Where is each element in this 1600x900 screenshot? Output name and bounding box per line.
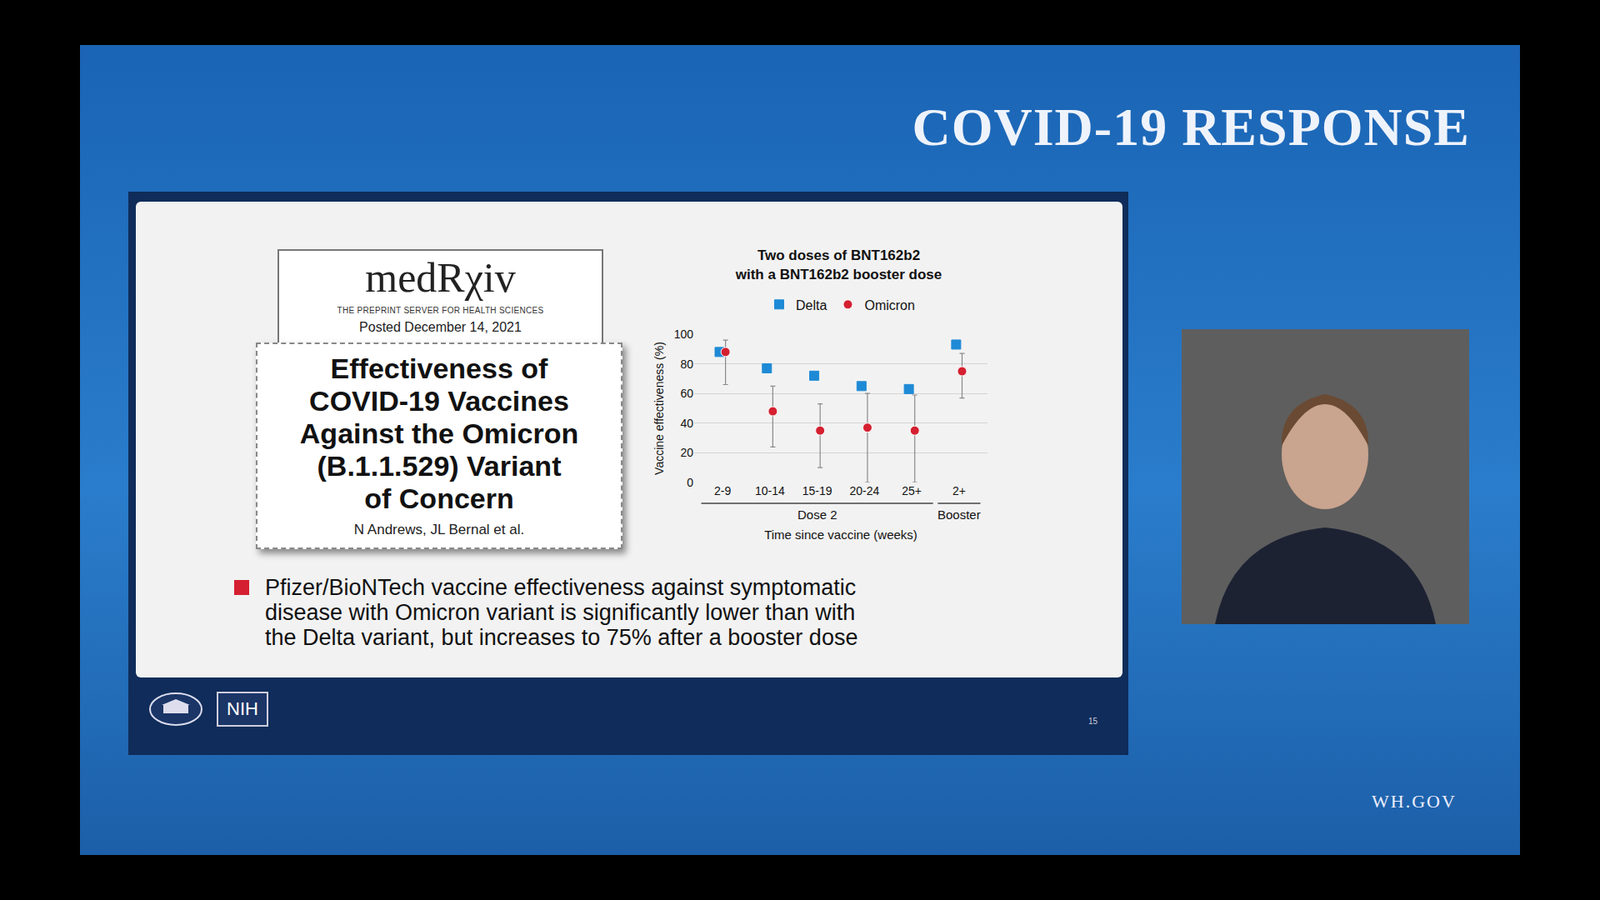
html-text:medRχiv: medRχiv (365, 254, 516, 301)
html-text:COVID-19 Vaccines: COVID-19 Vaccines (309, 385, 570, 417)
html-text:Effectiveness of: Effectiveness of (330, 352, 548, 385)
html-text:15: 15 (1088, 716, 1098, 726)
svg-text:Time since vaccine (weeks): Time since vaccine (weeks) (764, 527, 918, 542)
svg-text:Two doses of BNT162b2with a BN: Two doses of BNT162b2with a BNT162b2 boo… (735, 247, 943, 282)
svg-text:2-9: 2-9 (714, 484, 731, 498)
svg-text:Vaccine effectiveness (%): Vaccine effectiveness (%) (652, 341, 666, 475)
svg-text:20: 20 (680, 445, 694, 460)
svg-text:100: 100 (674, 327, 695, 341)
svg-text:40: 40 (680, 416, 694, 430)
svg-text:80: 80 (680, 357, 694, 371)
svg-text:Dose 2: Dose 2 (797, 507, 838, 522)
html-text:NIH: NIH (226, 698, 259, 720)
svg-text:15-19: 15-19 (802, 484, 833, 498)
html-text:COVID-19 RESPONSE: COVID-19 RESPONSE (912, 97, 1470, 157)
svg-text:0: 0 (686, 475, 694, 490)
html-text:the Delta variant, but increas: the Delta variant, but increases to 75% … (265, 625, 858, 650)
html-text:disease with Omicron variant i: disease with Omicron variant is signific… (265, 600, 856, 625)
svg-text:60: 60 (680, 386, 694, 400)
svg-text:20-24: 20-24 (849, 484, 880, 498)
svg-text:Omicron: Omicron (864, 298, 915, 313)
html-text:THE PREPRINT SERVER FOR HEALTH: THE PREPRINT SERVER FOR HEALTH SCIENCES (337, 305, 544, 315)
html-text:of Concern: of Concern (364, 482, 514, 515)
svg-text:10-14: 10-14 (755, 484, 785, 498)
svg-text:2+: 2+ (952, 484, 966, 498)
html-text:Pfizer/BioNTech vaccine effect: Pfizer/BioNTech vaccine effectiveness ag… (265, 575, 857, 600)
html-text:Posted December 14, 2021: Posted December 14, 2021 (359, 320, 522, 335)
svg-text:Delta: Delta (795, 298, 827, 313)
svg-text:25+: 25+ (901, 484, 922, 498)
html-text:N Andrews, JL Bernal et al.: N Andrews, JL Bernal et al. (354, 521, 525, 538)
svg-text:Booster: Booster (937, 507, 981, 522)
html-text:Against the Omicron: Against the Omicron (299, 417, 579, 450)
html-text:(B.1.1.529) Variant: (B.1.1.529) Variant (317, 450, 562, 482)
html-text:WH.GOV: WH.GOV (1371, 790, 1457, 812)
